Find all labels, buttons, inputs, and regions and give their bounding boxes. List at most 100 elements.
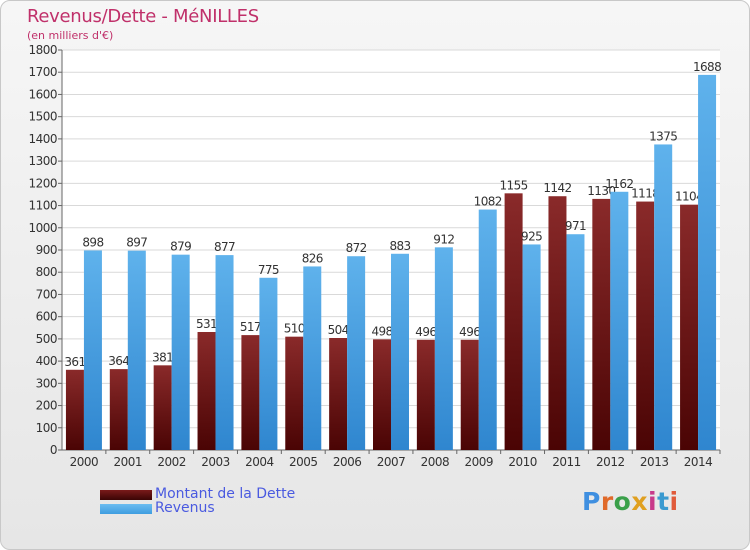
data-label-revenue: 883 [389,239,410,253]
y-tick-label: 1500 [28,110,57,124]
data-label-debt: 381 [152,350,173,364]
x-tick-label: 2004 [245,455,274,469]
chart-subtitle: (en milliers d'€) [27,29,114,42]
y-tick-label: 300 [36,376,57,390]
x-tick-label: 2007 [377,455,406,469]
data-label-revenue: 775 [258,263,279,277]
data-label-revenue: 1688 [693,60,721,74]
bar-revenue [127,250,146,450]
y-tick-label: 1000 [28,221,57,235]
y-tick-label: 1200 [28,176,57,190]
legend-item-revenue: Revenus [100,500,360,517]
y-tick-label: 0 [50,443,57,457]
x-tick-label: 2014 [684,455,713,469]
x-tick-label: 2013 [640,455,669,469]
y-tick-label: 700 [36,287,57,301]
legend-item-debt: Montant de la Dette [100,486,360,503]
y-tick-label: 1800 [28,43,57,57]
y-tick-label: 900 [36,243,57,257]
data-label-debt: 1130 [587,184,615,198]
data-label-revenue: 877 [214,240,235,254]
x-tick-label: 2003 [201,455,230,469]
data-label-revenue: 872 [346,241,367,255]
y-tick-label: 200 [36,399,57,413]
bar-revenue [303,266,322,450]
y-tick-label: 100 [36,421,57,435]
x-tick-label: 2002 [157,455,186,469]
logo-letter: t [657,487,670,516]
data-label-debt: 517 [240,320,261,334]
data-label-revenue: 925 [521,229,542,243]
bar-debt [592,198,611,450]
data-label-revenue: 971 [565,219,586,233]
data-label-debt: 1104 [675,190,703,204]
bar-revenue [215,255,234,450]
logo-letter: x [631,487,648,516]
bar-debt [416,339,435,450]
logo-letter: P [582,487,601,516]
bar-revenue [391,253,409,450]
bar-revenue [478,209,497,450]
data-label-debt: 504 [328,323,349,337]
bar-debt [329,338,348,450]
bar-debt [636,201,655,450]
bar-revenue [83,250,102,450]
data-label-debt: 496 [415,325,436,339]
bar-revenue [610,191,629,450]
y-tick-label: 1700 [28,65,57,79]
y-tick-label: 500 [36,332,57,346]
bar-debt [241,335,260,450]
data-label-debt: 364 [108,354,129,368]
data-label-revenue: 1375 [649,129,677,143]
bar-revenue [698,74,717,450]
data-label-debt: 531 [196,317,217,331]
y-tick-label: 1400 [28,132,57,146]
y-tick-label: 400 [36,354,57,368]
x-tick-label: 2011 [552,455,581,469]
legend-swatch-debt [100,490,152,500]
x-tick-label: 2001 [114,455,143,469]
x-tick-label: 2005 [289,455,318,469]
x-tick-label: 2006 [333,455,362,469]
data-label-debt: 1155 [500,178,528,192]
data-label-revenue: 912 [433,232,454,246]
logo-letter: o [613,487,632,516]
bar-debt [65,369,84,450]
bar-revenue [171,254,190,450]
data-label-debt: 496 [459,325,480,339]
bar-debt [548,196,567,450]
legend-swatch-revenue [100,504,152,514]
data-label-revenue: 898 [82,235,103,249]
y-tick-label: 1100 [28,199,57,213]
x-tick-label: 2012 [596,455,625,469]
bar-debt [197,332,216,450]
logo-letter: i [648,487,658,516]
bar-debt [285,336,304,450]
bar-debt [153,365,172,450]
x-tick-label: 2010 [508,455,537,469]
bar-debt [680,204,699,450]
y-tick-label: 800 [36,265,57,279]
legend-label-debt: Montant de la Dette [155,486,296,502]
data-label-debt: 510 [284,322,305,336]
data-label-debt: 498 [371,324,392,338]
data-label-revenue: 1082 [474,195,502,209]
logo-letter: i [669,487,679,516]
bar-revenue [566,234,585,450]
data-label-revenue: 1162 [605,177,633,191]
y-tick-label: 1600 [28,87,57,101]
data-label-debt: 1142 [543,181,571,195]
bar-debt [109,369,128,450]
chart-title: Revenus/Dette - MéNILLES [27,6,259,27]
bar-debt [373,339,391,450]
y-tick-label: 1300 [28,154,57,168]
bar-revenue [347,256,366,450]
bar-revenue [654,144,673,450]
bar-revenue [259,277,278,450]
proxiti-logo: Proxiti [582,487,679,516]
x-tick-label: 2000 [70,455,99,469]
data-label-debt: 361 [64,355,85,369]
legend-label-revenue: Revenus [155,500,215,516]
data-label-revenue: 879 [170,240,191,254]
x-tick-label: 2009 [464,455,493,469]
